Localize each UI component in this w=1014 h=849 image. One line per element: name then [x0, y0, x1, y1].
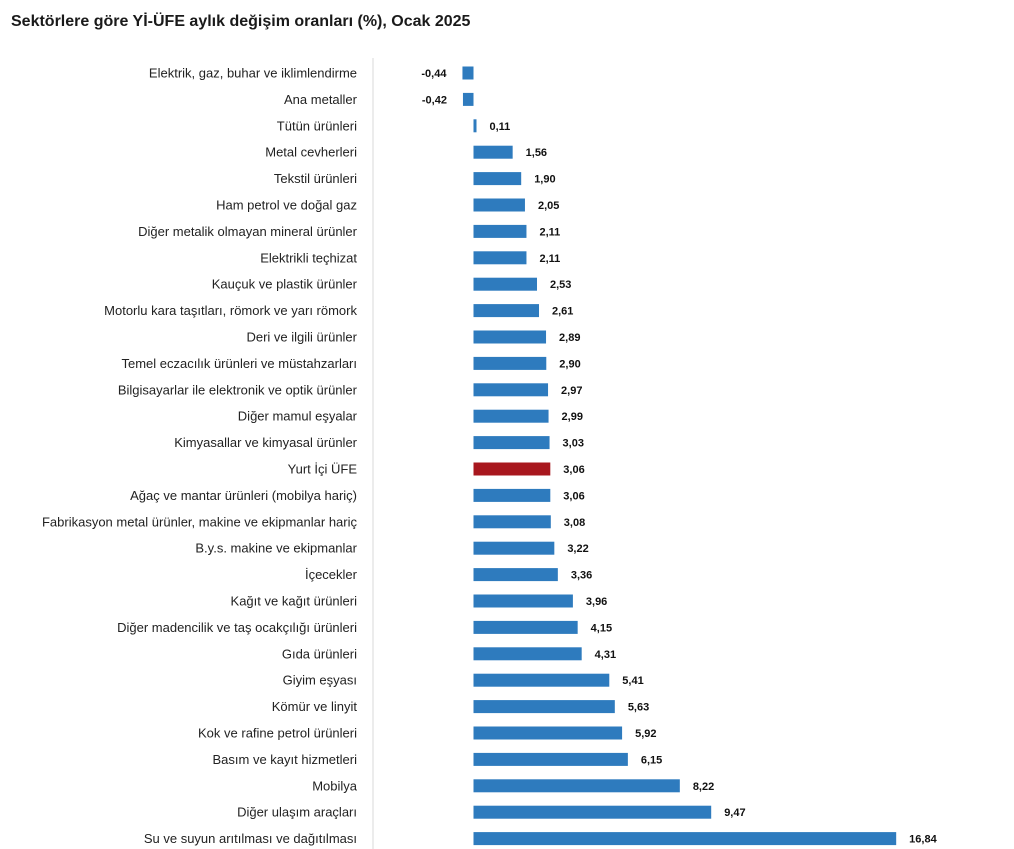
category-label: B.y.s. makine ve ekipmanlar: [195, 541, 357, 556]
category-label: Yurt İçi ÜFE: [288, 462, 358, 477]
bar: [474, 542, 555, 555]
bar: [474, 727, 623, 740]
bar: [474, 410, 549, 423]
value-label: 2,11: [539, 253, 560, 265]
category-label: Tütün ürünleri: [277, 118, 357, 133]
bar: [474, 278, 538, 291]
category-label: Kağıt ve kağıt ürünleri: [231, 594, 358, 609]
category-label: Temel eczacılık ürünleri ve müstahzarlar…: [121, 356, 357, 371]
bar: [474, 832, 897, 845]
bar: [474, 119, 477, 132]
value-label: -0,42: [422, 94, 447, 106]
value-label: 3,96: [586, 596, 607, 608]
category-label: Mobilya: [312, 778, 358, 793]
value-label: 2,99: [562, 411, 583, 423]
bar: [474, 172, 522, 185]
category-label: İçecekler: [305, 567, 358, 582]
category-label: Diğer ulaşım araçları: [237, 805, 357, 820]
category-label: Kimyasallar ve kimyasal ürünler: [174, 435, 357, 450]
value-label: 8,22: [693, 781, 714, 793]
category-label: Elektrik, gaz, buhar ve iklimlendirme: [149, 66, 357, 81]
bar: [474, 225, 527, 238]
category-label: Ağaç ve mantar ürünleri (mobilya hariç): [130, 488, 357, 503]
bar: [474, 146, 513, 159]
category-label: Kömür ve linyit: [272, 699, 358, 714]
bar: [474, 436, 550, 449]
value-label: 1,56: [526, 147, 547, 159]
value-label: 4,31: [595, 649, 616, 661]
bar: [474, 621, 578, 634]
bar: [474, 568, 558, 581]
value-label: 16,84: [909, 834, 937, 846]
category-label: Ana metaller: [284, 92, 358, 107]
value-label: 3,36: [571, 570, 592, 582]
bar-highlight: [474, 463, 551, 476]
bar: [474, 806, 712, 819]
bar: [474, 515, 551, 528]
bar-chart: Elektrik, gaz, buhar ve iklimlendirme -0,…: [0, 0, 1014, 849]
value-label: 9,47: [724, 807, 745, 819]
value-label: 1,90: [534, 174, 555, 186]
value-label: 2,53: [550, 279, 571, 291]
bar: [474, 700, 615, 713]
bar: [474, 753, 628, 766]
value-label: 6,15: [641, 754, 662, 766]
category-label: Diğer madencilik ve taş ocakçılığı ürünl…: [117, 620, 357, 635]
category-label: Su ve suyun arıtılması ve dağıtılması: [144, 831, 357, 846]
category-label: Deri ve ilgili ürünler: [246, 330, 357, 345]
category-label: Tekstil ürünleri: [274, 171, 357, 186]
value-label: 4,15: [591, 622, 612, 634]
category-label: Gıda ürünleri: [282, 646, 357, 661]
category-label: Giyim eşyası: [283, 673, 357, 688]
bar: [474, 595, 573, 608]
value-label: 3,06: [563, 490, 584, 502]
bar: [474, 304, 540, 317]
category-label: Kauçuk ve plastik ürünler: [212, 277, 358, 292]
bar: [474, 674, 610, 687]
bar: [462, 67, 473, 80]
category-label: Kok ve rafine petrol ürünleri: [198, 726, 357, 741]
bar: [474, 251, 527, 264]
bar: [474, 199, 525, 212]
value-label: 3,22: [567, 543, 588, 555]
value-label: 5,63: [628, 702, 649, 714]
value-label: 2,05: [538, 200, 559, 212]
category-label: Motorlu kara taşıtları, römork ve yarı r…: [104, 303, 357, 318]
bar: [474, 779, 680, 792]
bar: [474, 489, 551, 502]
category-label: Basım ve kayıt hizmetleri: [213, 752, 358, 767]
value-label: 3,03: [563, 438, 584, 450]
category-label: Ham petrol ve doğal gaz: [216, 198, 357, 213]
category-label: Fabrikasyon metal ürünler, makine ve eki…: [42, 514, 358, 529]
category-label: Metal cevherleri: [265, 145, 357, 160]
value-label: 5,92: [635, 728, 656, 740]
value-label: 5,41: [622, 675, 643, 687]
category-label: Elektrikli teçhizat: [260, 250, 357, 265]
value-label: 2,89: [559, 332, 580, 344]
value-label: 3,06: [563, 464, 584, 476]
bar: [474, 647, 582, 660]
value-label: 2,61: [552, 306, 573, 318]
value-label: 2,97: [561, 385, 582, 397]
category-label: Diğer mamul eşyalar: [238, 409, 358, 424]
value-label: 0,11: [490, 121, 511, 133]
value-label: 3,08: [564, 517, 585, 529]
bar: [474, 383, 549, 396]
value-label: 2,90: [559, 358, 580, 370]
category-label: Bilgisayarlar ile elektronik ve optik ür…: [118, 382, 358, 397]
bar: [463, 93, 474, 106]
category-label: Diğer metalik olmayan mineral ürünler: [138, 224, 358, 239]
value-label: -0,44: [421, 68, 447, 80]
bar: [474, 331, 547, 344]
value-label: 2,11: [539, 226, 560, 238]
bar: [474, 357, 547, 370]
